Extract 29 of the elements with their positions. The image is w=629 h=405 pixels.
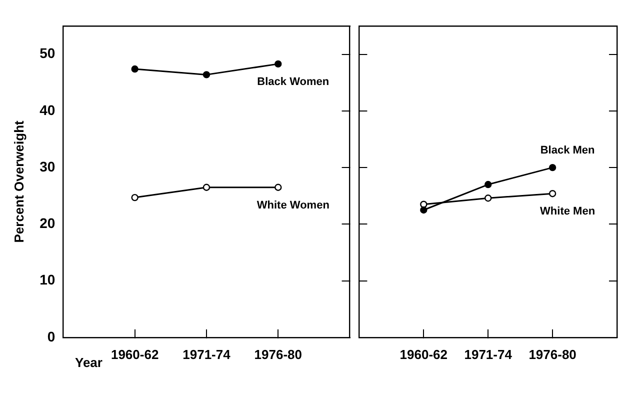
point	[548, 190, 556, 198]
point	[202, 71, 210, 78]
x-tick-label: 1971-74	[182, 346, 232, 362]
point	[202, 184, 210, 191]
y-axis-title: Percent Overweight	[11, 120, 26, 243]
series-label: White Men	[540, 206, 596, 218]
x-tick-label: 1976-80	[254, 346, 302, 362]
point	[484, 194, 492, 202]
x-tick-label: 1960-62	[110, 346, 159, 362]
x-tick-label: 1971-74	[464, 346, 513, 362]
y-tick-label: 30	[40, 158, 56, 174]
x-axis-title: Year	[75, 354, 102, 370]
point	[548, 164, 556, 172]
y-tick-label: 0	[47, 328, 56, 344]
point	[131, 194, 138, 202]
point	[274, 184, 282, 191]
series-label: Black Women	[257, 76, 330, 88]
point	[131, 65, 138, 73]
series-label: Black Men	[540, 144, 596, 157]
x-tick-label: 1960-62	[400, 346, 448, 362]
point	[274, 60, 282, 68]
y-tick-label: 50	[40, 45, 56, 62]
y-tick-label: 40	[40, 102, 56, 118]
point	[420, 206, 428, 214]
y-tick-label: 10	[40, 272, 56, 288]
y-tick-label: 20	[40, 215, 56, 232]
point	[484, 180, 492, 188]
series-label: White Women	[256, 199, 330, 212]
x-tick-label: 1976-80	[528, 346, 576, 362]
